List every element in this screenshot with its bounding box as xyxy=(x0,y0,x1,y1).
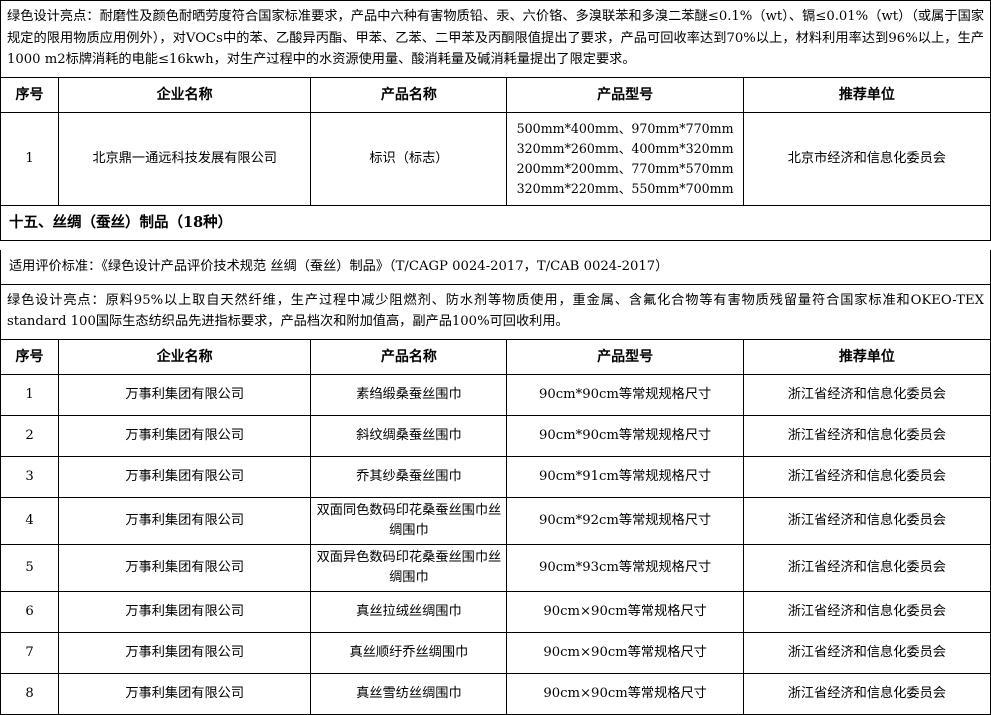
table-1-header-unit: 推荐单位 xyxy=(742,76,991,113)
table-2-cell-unit: 浙江省经济和信息化委员会 xyxy=(742,414,991,457)
table-row: 6 万事利集团有限公司 真丝拉绒丝绸围巾 90cm×90cm等常规格尺寸 浙江省经济和信… xyxy=(0,590,991,633)
green-design-note-1: 绿色设计亮点：耐磨性及颜色耐晒劳度符合国家标准要求，产品中六种有害物质铅、汞、六… xyxy=(0,0,991,77)
table-2-header-company: 企业名称 xyxy=(58,338,312,375)
table-row: 2 万事利集团有限公司 斜纹绸桑蚕丝围巾 90cm*90cm等常规规格尺寸 浙江省经济和… xyxy=(0,414,991,457)
table-2-cell-model: 90cm*93cm等常规规格尺寸 xyxy=(506,543,744,592)
table-row: 1 北京鼎一通远科技发展有限公司 标识（标志） 500mm*400mm、970m… xyxy=(0,111,991,206)
table-row: 3 万事利集团有限公司 乔其纱桑蚕丝围巾 90cm*91cm等常规规格尺寸 浙江省经济和… xyxy=(0,455,991,498)
table-2-cell-unit: 浙江省经济和信息化委员会 xyxy=(742,455,991,498)
table-1-cell-product: 标识（标志） xyxy=(310,111,508,206)
table-2-cell-product: 真丝雪纺丝绸围巾 xyxy=(310,672,508,715)
table-row: 1 万事利集团有限公司 素绉缎桑蚕丝围巾 90cm*90cm等常规规格尺寸 浙江省经济和… xyxy=(0,373,991,416)
table-row: 8 万事利集团有限公司 真丝雪纺丝绸围巾 90cm×90cm等常规格尺寸 浙江省经济和信… xyxy=(0,672,991,715)
table-2-cell-company: 万事利集团有限公司 xyxy=(58,496,312,545)
table-2-header-model: 产品型号 xyxy=(506,338,744,375)
table-row: 5 万事利集团有限公司 双面异色数码印花桑蚕丝围巾丝绸围巾 90cm*93cm等常规规… xyxy=(0,543,991,592)
table-2-header-row: 序号 企业名称 产品名称 产品型号 推荐单位 xyxy=(0,338,991,375)
products-table-1: 序号 企业名称 产品名称 产品型号 推荐单位 1 北京鼎一通远科技发展有限公司 … xyxy=(0,76,991,206)
green-design-note-2-label: 绿色设计亮点： xyxy=(7,292,106,308)
section-gap xyxy=(0,241,991,250)
table-2-cell-product: 真丝拉绒丝绸围巾 xyxy=(310,590,508,633)
table-2-cell-no: 2 xyxy=(0,414,60,457)
products-table-2: 序号 企业名称 产品名称 产品型号 推荐单位 1 万事利集团有限公司 素绉缎桑蚕丝围… xyxy=(0,338,991,715)
table-2-cell-model: 90cm×90cm等常规格尺寸 xyxy=(506,672,744,715)
table-2-header-product: 产品名称 xyxy=(310,338,508,375)
green-design-note-2: 绿色设计亮点：原料95%以上取自天然纤维，生产过程中减少阻燃剂、防水剂等物质使用… xyxy=(0,283,991,339)
table-2-cell-company: 万事利集团有限公司 xyxy=(58,672,312,715)
table-1-cell-no: 1 xyxy=(0,111,60,206)
table-1-header-company: 企业名称 xyxy=(58,76,312,113)
model-line: 500mm*400mm、970mm*770mm xyxy=(516,120,734,136)
table-1-header-row: 序号 企业名称 产品名称 产品型号 推荐单位 xyxy=(0,76,991,113)
table-2-cell-model: 90cm*90cm等常规规格尺寸 xyxy=(506,414,744,457)
table-1-header-product: 产品名称 xyxy=(310,76,508,113)
evaluation-standard-label: 适用评价标准： xyxy=(9,258,102,274)
green-design-note-2-text: 原料95%以上取自天然纤维，生产过程中减少阻燃剂、防水剂等物质使用，重金属、含氟… xyxy=(7,292,985,330)
table-1-header-model: 产品型号 xyxy=(506,76,744,113)
table-2-cell-company: 万事利集团有限公司 xyxy=(58,543,312,592)
table-2-cell-unit: 浙江省经济和信息化委员会 xyxy=(742,590,991,633)
table-1-cell-unit: 北京市经济和信息化委员会 xyxy=(742,111,991,206)
evaluation-standard-note: 适用评价标准：《绿色设计产品评价技术规范 丝绸（蚕丝）制品》（T/CAGP 00… xyxy=(0,249,991,284)
table-2-cell-company: 万事利集团有限公司 xyxy=(58,373,312,416)
table-2-cell-product: 双面异色数码印花桑蚕丝围巾丝绸围巾 xyxy=(310,543,508,592)
table-2-cell-product: 双面同色数码印花桑蚕丝围巾丝绸围巾 xyxy=(310,496,508,545)
table-2-body: 1 万事利集团有限公司 素绉缎桑蚕丝围巾 90cm*90cm等常规规格尺寸 浙江省经济和… xyxy=(0,373,991,715)
table-2-cell-no: 4 xyxy=(0,496,60,545)
table-2-cell-company: 万事利集团有限公司 xyxy=(58,455,312,498)
table-2-header-unit: 推荐单位 xyxy=(742,338,991,375)
table-2-cell-product: 素绉缎桑蚕丝围巾 xyxy=(310,373,508,416)
table-1-cell-model: 500mm*400mm、970mm*770mm 320mm*260mm、400m… xyxy=(506,111,744,206)
table-2-cell-model: 90cm*92cm等常规规格尺寸 xyxy=(506,496,744,545)
table-2-cell-unit: 浙江省经济和信息化委员会 xyxy=(742,543,991,592)
model-line: 320mm*220mm、550mm*700mm xyxy=(516,180,734,196)
model-line: 320mm*260mm、400mm*320mm xyxy=(516,140,734,156)
table-2-cell-model: 90cm*91cm等常规规格尺寸 xyxy=(506,455,744,498)
green-design-note-1-label: 绿色设计亮点： xyxy=(7,9,100,24)
table-2-cell-no: 5 xyxy=(0,543,60,592)
table-1-cell-company: 北京鼎一通远科技发展有限公司 xyxy=(58,111,312,206)
table-2-cell-unit: 浙江省经济和信息化委员会 xyxy=(742,373,991,416)
model-line: 200mm*200mm、770mm*570mm xyxy=(516,160,734,176)
table-2-cell-no: 8 xyxy=(0,672,60,715)
table-2-header-no: 序号 xyxy=(0,338,60,375)
table-2-cell-model: 90cm×90cm等常规格尺寸 xyxy=(506,590,744,633)
table-2-cell-no: 6 xyxy=(0,590,60,633)
table-2-cell-unit: 浙江省经济和信息化委员会 xyxy=(742,672,991,715)
table-2-cell-no: 1 xyxy=(0,373,60,416)
table-row: 4 万事利集团有限公司 双面同色数码印花桑蚕丝围巾丝绸围巾 90cm*92cm等常规规… xyxy=(0,496,991,545)
section-title: 十五、丝绸（蚕丝）制品（18种） xyxy=(0,205,991,241)
table-2-cell-no: 3 xyxy=(0,455,60,498)
table-2-cell-product: 斜纹绸桑蚕丝围巾 xyxy=(310,414,508,457)
table-2-cell-product: 乔其纱桑蚕丝围巾 xyxy=(310,455,508,498)
table-2-cell-company: 万事利集团有限公司 xyxy=(58,414,312,457)
table-2-cell-company: 万事利集团有限公司 xyxy=(58,590,312,633)
table-2-cell-unit: 浙江省经济和信息化委员会 xyxy=(742,496,991,545)
table-1-header-no: 序号 xyxy=(0,76,60,113)
evaluation-standard-text: 《绿色设计产品评价技术规范 丝绸（蚕丝）制品》（T/CAGP 0024-2017… xyxy=(101,258,669,274)
green-design-note-1-text: 耐磨性及颜色耐晒劳度符合国家标准要求，产品中六种有害物质铅、汞、六价铬、多溴联苯… xyxy=(7,9,985,67)
table-2-cell-model: 90cm*90cm等常规规格尺寸 xyxy=(506,373,744,416)
